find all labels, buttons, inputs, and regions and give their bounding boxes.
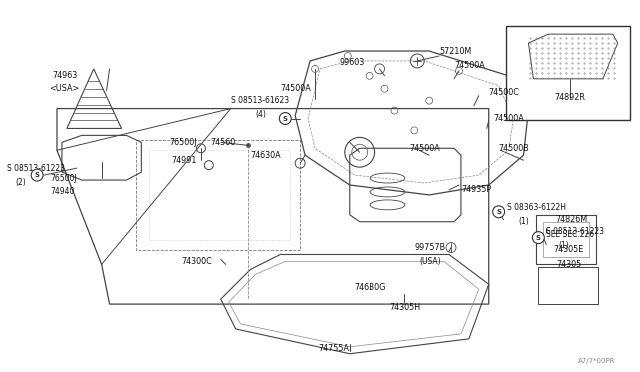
Bar [543,222,589,257]
Text: 74500A: 74500A [493,114,524,123]
Text: S: S [283,116,288,122]
Text: 74500A: 74500A [280,84,311,93]
Text: (1): (1) [558,241,569,250]
Text: (1): (1) [518,217,529,226]
Text: 74500A: 74500A [410,144,440,153]
Text: S 08513-61623: S 08513-61623 [230,96,289,105]
Text: S 08513-61223: S 08513-61223 [7,164,65,173]
Text: 99603: 99603 [340,58,365,67]
Circle shape [279,113,291,125]
Text: 99757B: 99757B [414,243,445,252]
Text: S: S [35,172,40,178]
Bar [506,26,630,121]
Text: (USA): (USA) [419,257,441,266]
Text: S 08363-6122H: S 08363-6122H [507,203,566,212]
Text: 74892R: 74892R [555,93,586,102]
Text: A7/7*00PR: A7/7*00PR [578,358,616,364]
Text: 74991: 74991 [171,156,196,165]
Text: 74755A.: 74755A. [318,344,351,353]
Text: 74935P: 74935P [461,186,491,195]
Text: 74963: 74963 [52,71,77,80]
Text: (2): (2) [15,177,26,186]
Text: 57210M: 57210M [439,46,471,55]
Text: 74300C: 74300C [181,257,212,266]
Text: (4): (4) [255,110,266,119]
Text: 74500A: 74500A [454,61,484,70]
Text: 74826M: 74826M [556,215,588,224]
Text: 74560: 74560 [211,138,236,147]
Text: 74630G: 74630G [355,283,386,292]
Text: 74940: 74940 [50,187,74,196]
Text: 76500J: 76500J [169,138,196,147]
Text: 74630A: 74630A [250,151,281,160]
Circle shape [493,206,504,218]
Text: 74305: 74305 [556,260,582,269]
Text: S: S [496,209,501,215]
Text: SEE SEC.226: SEE SEC.226 [547,230,595,239]
Text: 74305H: 74305H [390,302,420,312]
Text: <USA>: <USA> [49,84,79,93]
Circle shape [532,232,544,244]
Text: S 08513-61223: S 08513-61223 [547,227,604,236]
Text: 76500J: 76500J [50,174,77,183]
Text: 74305E: 74305E [553,245,584,254]
Text: 74500B: 74500B [499,144,529,153]
Text: S: S [536,235,541,241]
Circle shape [31,169,43,181]
Text: 74500C: 74500C [489,88,520,97]
